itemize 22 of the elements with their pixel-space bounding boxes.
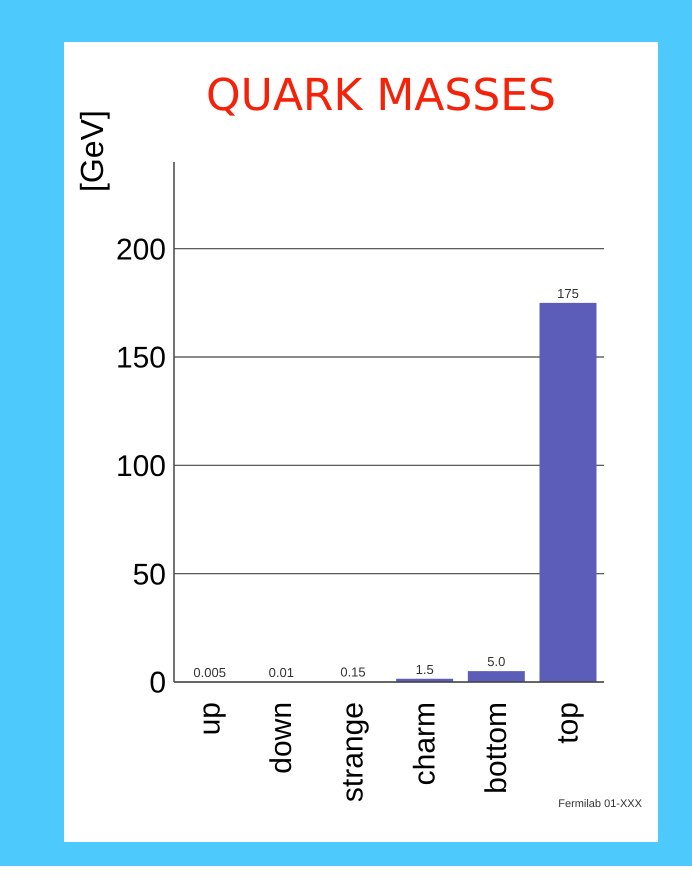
x-tick-label: down xyxy=(265,702,298,774)
y-axis-title: [GeV] xyxy=(74,110,111,192)
text: Fermilab 01-XXX xyxy=(558,798,642,810)
data-label: 175 xyxy=(557,286,579,301)
x-tick-label: strange xyxy=(336,702,370,802)
x-tick-label: up xyxy=(193,702,226,736)
data-label: 1.5 xyxy=(416,662,434,677)
data-label: 0.15 xyxy=(340,664,366,680)
y-tick-label: 0 xyxy=(149,666,166,700)
data-label: 0.01 xyxy=(268,664,294,680)
x-tick-label: bottom xyxy=(480,702,513,794)
data-label: 0.005 xyxy=(193,664,226,680)
chart-title: QUARK MASSES xyxy=(206,70,556,121)
y-tick-label: 150 xyxy=(116,342,166,375)
bar xyxy=(540,302,596,682)
x-tick-label: charm xyxy=(408,702,442,786)
y-tick-label: 100 xyxy=(116,450,166,483)
x-tick-label: top xyxy=(552,702,585,744)
y-tick-label: 200 xyxy=(116,233,166,266)
bar xyxy=(468,671,525,682)
y-tick-label: 50 xyxy=(132,558,166,592)
data-label: 5.0 xyxy=(487,654,506,670)
